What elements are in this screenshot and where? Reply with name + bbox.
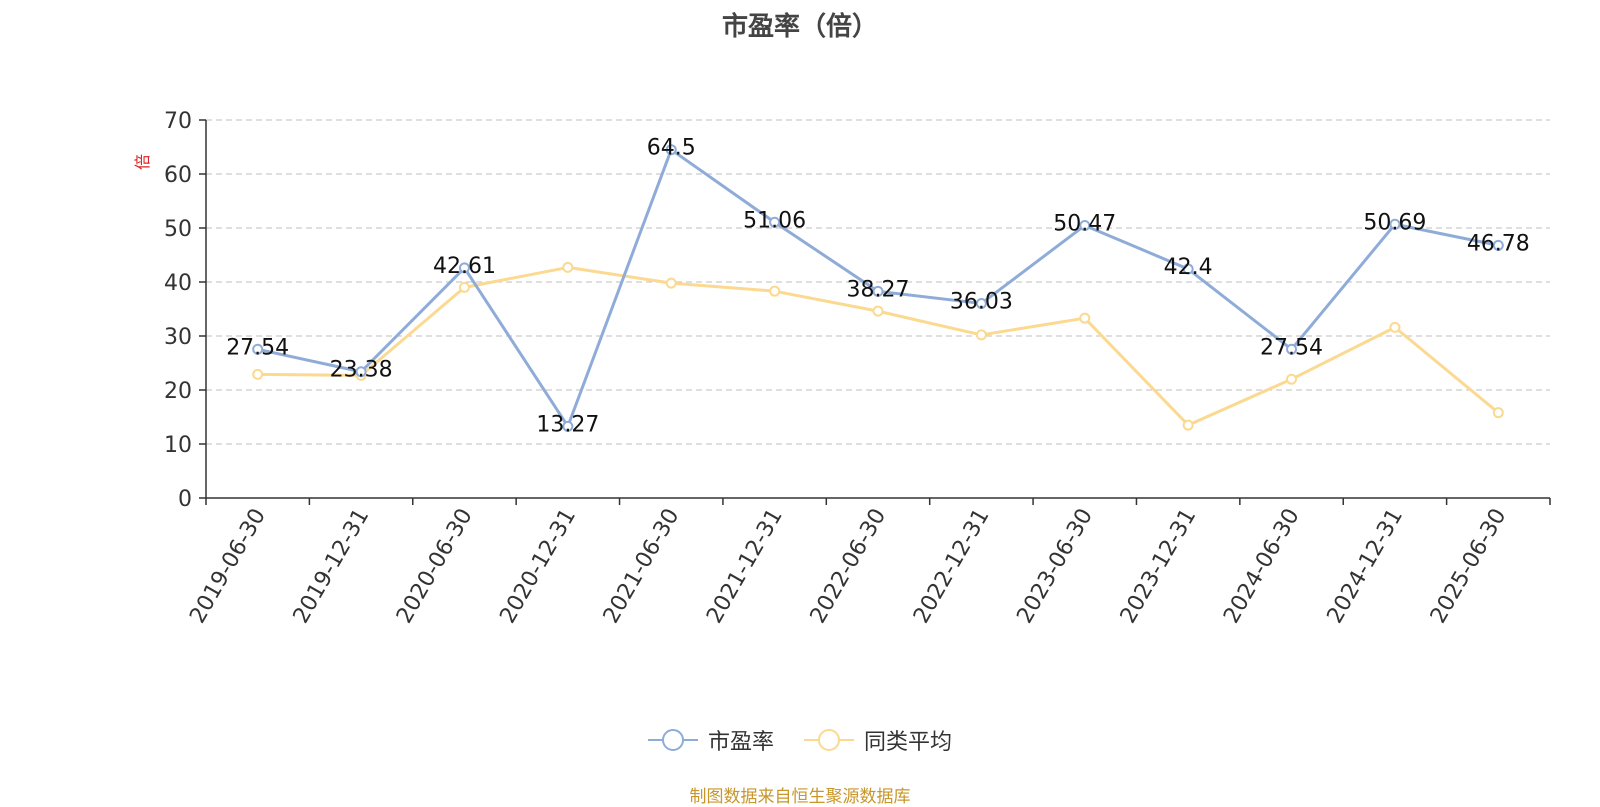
data-point-0 [872,285,884,297]
data-label: 27.54 [226,335,289,360]
source-note: 制图数据来自恒生聚源数据库 [689,787,911,807]
legend-item-peer-average[interactable]: 同类平均 [804,724,952,756]
y-axis-label: 倍 [133,154,152,170]
data-label: 42.61 [433,254,496,279]
data-point-0 [975,297,987,309]
data-point-1 [872,305,884,317]
x-tick-label: 2022-06-30 [806,505,892,628]
data-point-1 [1182,419,1194,431]
y-tick-label: 60 [164,163,192,188]
x-tick-label: 2020-06-30 [392,505,478,628]
data-point-1 [769,285,781,297]
x-tick-label: 2020-12-31 [495,505,581,628]
data-point-0 [458,262,470,274]
data-point-0 [665,144,677,156]
data-point-1 [665,277,677,289]
x-tick-label: 2025-06-30 [1426,505,1512,628]
y-tick-label: 40 [164,271,192,296]
data-label: 50.69 [1363,210,1426,235]
y-tick-label: 20 [164,379,192,404]
data-point-0 [355,366,367,378]
data-point-0 [1079,219,1091,231]
data-label: 42.4 [1164,255,1213,280]
legend-marker-peer-average-icon [804,728,854,752]
y-tick-label: 70 [164,109,192,134]
data-label: 64.5 [647,136,696,161]
data-point-1 [1492,407,1504,419]
legend-label-pe: 市盈率 [707,730,774,755]
data-label: 46.78 [1467,231,1530,256]
y-tick-label: 0 [178,487,192,512]
legend-item-pe[interactable]: 市盈率 [647,724,774,756]
data-label: 13.27 [536,412,599,437]
legend-marker-pe-icon [647,728,698,752]
data-point-1 [975,329,987,341]
data-point-1 [458,281,470,293]
y-tick-label: 10 [164,433,192,458]
x-tick-label: 2023-12-31 [1116,505,1202,628]
y-tick-label: 30 [164,325,192,350]
data-point-1 [252,368,264,380]
data-point-0 [769,216,781,228]
x-tick-label: 2024-06-30 [1219,505,1305,628]
x-tick-label: 2022-12-31 [909,505,995,628]
data-point-1 [1389,321,1401,333]
data-label: 23.38 [330,358,393,383]
data-point-0 [1286,343,1298,355]
x-tick-label: 2019-06-30 [185,505,271,628]
x-tick-label: 2021-12-31 [702,505,788,628]
data-point-0 [1492,239,1504,251]
data-point-0 [562,420,574,432]
data-label: 36.03 [950,289,1013,314]
data-point-0 [1182,263,1194,275]
x-tick-label: 2021-06-30 [599,505,685,628]
x-tick-label: 2024-12-31 [1323,505,1409,628]
chart-title: 市盈率（倍） [721,12,878,42]
data-label: 38.27 [847,277,910,302]
data-point-1 [562,261,574,273]
data-label: 27.54 [1260,335,1323,360]
data-label: 50.47 [1053,211,1116,236]
data-point-0 [1389,218,1401,230]
x-tick-label: 2019-12-31 [289,505,375,628]
data-point-1 [1079,312,1091,324]
data-point-1 [1286,373,1298,385]
legend-label-peer-average: 同类平均 [864,730,953,755]
y-tick-label: 50 [164,217,192,242]
legend: 市盈率 同类平均 [0,724,1600,756]
data-label: 51.06 [743,208,806,233]
data-point-0 [252,343,264,355]
x-tick-label: 2023-06-30 [1012,505,1098,628]
